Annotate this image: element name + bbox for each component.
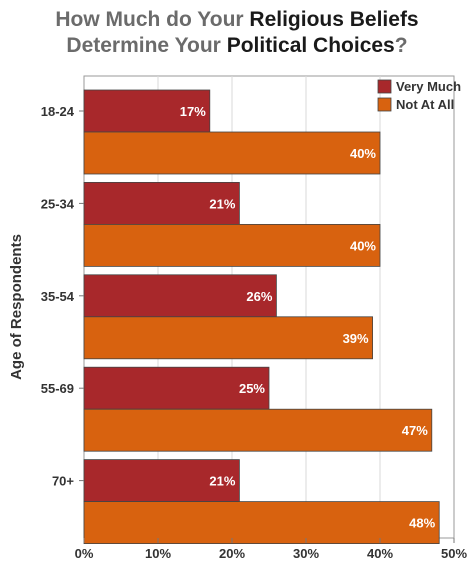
data-label-very-much-25-34: 21% <box>209 196 235 211</box>
bar-not-at-all-70+ <box>83 501 440 545</box>
legend-label-not-at-all: Not At All <box>396 97 454 112</box>
x-tick-label-40: 40% <box>367 546 393 561</box>
bar-very-much-55-69 <box>83 366 270 410</box>
bar-not-at-all-55-69 <box>83 408 433 452</box>
bar-very-much-70+ <box>83 459 240 503</box>
category-label-18-24: 18-24 <box>41 104 75 119</box>
bar-very-much-18-24 <box>83 89 211 133</box>
data-label-not-at-all-18-24: 40% <box>350 146 376 161</box>
category-label-70+: 70+ <box>52 474 74 489</box>
chart-title-line-1: How Much do Your Religious Beliefs <box>0 8 474 32</box>
legend-label-very-much: Very Much <box>396 79 461 94</box>
data-label-not-at-all-35-54: 39% <box>343 331 369 346</box>
category-label-55-69: 55-69 <box>41 381 74 396</box>
bar-not-at-all-25-34 <box>83 223 381 267</box>
data-label-not-at-all-70+: 48% <box>409 516 435 531</box>
data-label-not-at-all-55-69: 47% <box>402 423 428 438</box>
bar-not-at-all-18-24 <box>83 131 381 175</box>
title-text-1b: Religious Beliefs <box>249 8 419 31</box>
data-label-very-much-55-69: 25% <box>239 381 265 396</box>
title-text-2b: Political Choices <box>226 34 395 57</box>
y-axis-title: Age of Respondents <box>8 234 25 380</box>
legend-swatch-not-at-all <box>377 97 392 112</box>
data-label-very-much-18-24: 17% <box>180 104 206 119</box>
x-tick-label-30: 30% <box>293 546 319 561</box>
data-label-very-much-70+: 21% <box>209 474 235 489</box>
title-text-2c: ? <box>394 34 408 57</box>
x-tick-label-20: 20% <box>219 546 245 561</box>
chart-title-line-2: Determine Your Political Choices? <box>0 34 474 58</box>
x-tick-label-0: 0% <box>75 546 94 561</box>
title-text-2a: Determine Your <box>66 34 227 57</box>
data-label-not-at-all-25-34: 40% <box>350 238 376 253</box>
title-text-1a: How Much do Your <box>55 8 250 31</box>
category-label-25-34: 25-34 <box>41 196 75 211</box>
data-label-very-much-35-54: 26% <box>246 289 272 304</box>
bar-not-at-all-35-54 <box>83 316 374 360</box>
x-tick-label-10: 10% <box>145 546 171 561</box>
x-tick-label-50: 50% <box>441 546 467 561</box>
category-label-35-54: 35-54 <box>41 289 75 304</box>
legend-swatch-very-much <box>377 79 392 94</box>
